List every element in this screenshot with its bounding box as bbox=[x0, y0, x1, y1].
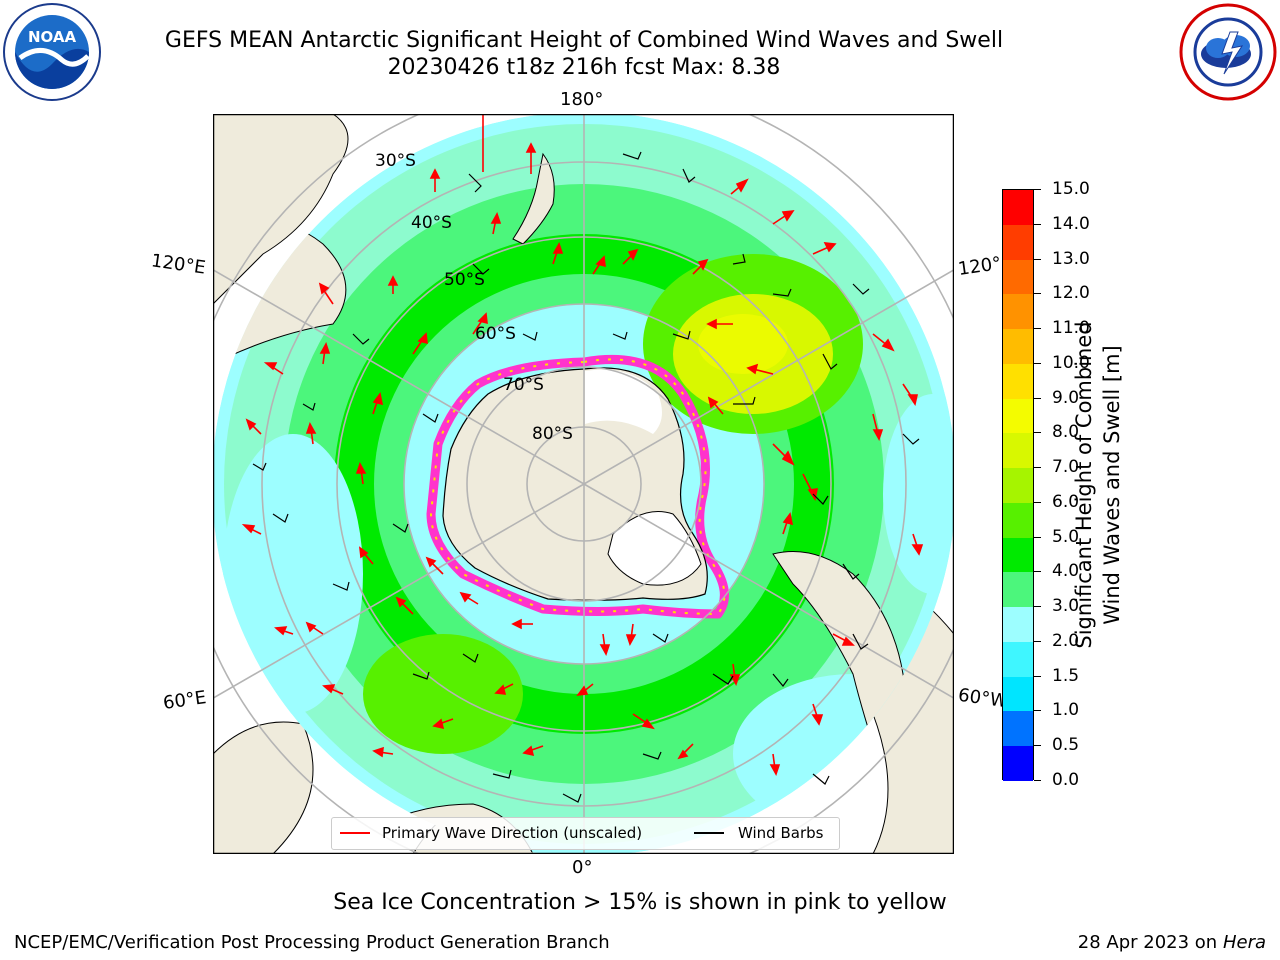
colorbar-tick-label: 13.0 bbox=[1052, 248, 1090, 269]
map-canvas bbox=[212, 113, 955, 855]
nws-logo bbox=[1178, 2, 1278, 102]
colorbar-tick-label: 7.0 bbox=[1052, 457, 1080, 478]
map-title: GEFS MEAN Antarctic Significant Height o… bbox=[164, 28, 1004, 53]
colorbar-tick-mark bbox=[1034, 536, 1041, 538]
colorbar-tick-mark bbox=[1034, 745, 1041, 747]
colorbar-tick-mark bbox=[1034, 328, 1041, 330]
wind-barbs-legend-label: Wind Barbs bbox=[738, 824, 824, 842]
colorbar-tick-label: 0.5 bbox=[1052, 735, 1080, 756]
noaa-logo: NOAA bbox=[2, 2, 102, 102]
colorbar-tick-label: 15.0 bbox=[1052, 179, 1090, 199]
colorbar-tick-label: 14.0 bbox=[1052, 213, 1090, 234]
svg-text:NOAA: NOAA bbox=[28, 28, 77, 46]
lat-label-40s: 40°S bbox=[411, 213, 452, 233]
colorbar-tick-label: 4.0 bbox=[1052, 561, 1080, 582]
wind-barbs bbox=[252, 151, 920, 803]
footer-date-text: 28 Apr 2023 on bbox=[1077, 932, 1223, 953]
lat-label-80s: 80°S bbox=[532, 424, 573, 444]
colorbar-tick-mark bbox=[1034, 258, 1041, 260]
colorbar-segment bbox=[1003, 259, 1033, 295]
colorbar-tick-label: 9.0 bbox=[1052, 387, 1080, 408]
footer-date: 28 Apr 2023 on Hera bbox=[1078, 932, 1266, 953]
colorbar-tick-label: 2.0 bbox=[1052, 630, 1080, 651]
lat-label-50s: 50°S bbox=[444, 270, 485, 290]
colorbar-segment bbox=[1003, 398, 1033, 434]
colorbar-tick-mark bbox=[1034, 675, 1041, 677]
lon-label-0: 0° bbox=[572, 857, 593, 878]
wave-direction-legend-swatch bbox=[340, 832, 370, 834]
wave-arrows bbox=[241, 114, 924, 776]
colorbar-tick-mark bbox=[1034, 710, 1041, 712]
colorbar-tick-mark bbox=[1034, 780, 1041, 781]
colorbar-tick-label: 0.0 bbox=[1052, 770, 1080, 790]
colorbar-label: Significant Height of Combined Wind Wave… bbox=[1070, 185, 1130, 785]
colorbar-segment bbox=[1003, 641, 1033, 677]
lat-label-30s: 30°S bbox=[375, 151, 416, 171]
colorbar-segment bbox=[1003, 329, 1033, 364]
map-legend: Primary Wave Direction (unscaled) Wind B… bbox=[331, 817, 840, 850]
colorbar bbox=[1002, 189, 1034, 781]
colorbar-tick-label: 1.5 bbox=[1052, 665, 1080, 686]
colorbar-tick-mark bbox=[1034, 640, 1041, 642]
colorbar-tick-label: 12.0 bbox=[1052, 283, 1090, 304]
colorbar-tick-mark bbox=[1034, 223, 1041, 225]
colorbar-segment bbox=[1003, 294, 1033, 330]
colorbar-tick-label: 5.0 bbox=[1052, 526, 1080, 547]
colorbar-tick-mark bbox=[1034, 397, 1041, 399]
colorbar-tick-mark bbox=[1034, 432, 1041, 434]
colorbar-segment bbox=[1003, 572, 1033, 608]
colorbar-tick-mark bbox=[1034, 606, 1041, 608]
colorbar-tick-mark bbox=[1034, 362, 1041, 364]
colorbar-tick-label: 8.0 bbox=[1052, 422, 1080, 443]
footer-branch: NCEP/EMC/Verification Post Processing Pr… bbox=[14, 932, 610, 953]
sea-ice-caption: Sea Ice Concentration > 15% is shown in … bbox=[333, 890, 947, 915]
colorbar-segment bbox=[1003, 190, 1033, 225]
colorbar-segment bbox=[1003, 468, 1033, 503]
colorbar-tick-label: 6.0 bbox=[1052, 491, 1080, 512]
colorbar-segment bbox=[1003, 224, 1033, 260]
wave-direction-legend-label: Primary Wave Direction (unscaled) bbox=[382, 824, 643, 842]
colorbar-tick-mark bbox=[1034, 571, 1041, 573]
colorbar-segment bbox=[1003, 676, 1033, 712]
colorbar-segment bbox=[1003, 433, 1033, 469]
graticule bbox=[213, 114, 954, 854]
lon-label-120w: 120° bbox=[956, 253, 1003, 280]
colorbar-segment bbox=[1003, 502, 1033, 538]
colorbar-tick-label: 1.0 bbox=[1052, 700, 1080, 721]
colorbar-segment bbox=[1003, 746, 1033, 781]
colorbar-tick-label: 10.0 bbox=[1052, 352, 1090, 373]
colorbar-tick-mark bbox=[1034, 189, 1041, 190]
wind-barbs-legend-swatch bbox=[694, 832, 724, 834]
colorbar-segment bbox=[1003, 363, 1033, 399]
colorbar-label-line1: Significant Height of Combined bbox=[1072, 321, 1096, 649]
lat-label-60s: 60°S bbox=[475, 324, 516, 344]
map-panel: 30°S 40°S 50°S 60°S 70°S 80°S Primary Wa… bbox=[212, 113, 955, 855]
lon-label-120e: 120°E bbox=[149, 250, 207, 279]
colorbar-segment bbox=[1003, 711, 1033, 747]
colorbar-tick-mark bbox=[1034, 293, 1041, 295]
lon-label-60e: 60°E bbox=[161, 687, 208, 714]
colorbar-segment bbox=[1003, 537, 1033, 573]
colorbar-tick-label: 3.0 bbox=[1052, 596, 1080, 617]
lat-label-70s: 70°S bbox=[503, 375, 544, 395]
colorbar-tick-mark bbox=[1034, 501, 1041, 503]
colorbar-tick-mark bbox=[1034, 467, 1041, 469]
colorbar-tick-label: 11.0 bbox=[1052, 318, 1090, 339]
colorbar-segment bbox=[1003, 607, 1033, 642]
lon-label-180: 180° bbox=[560, 89, 604, 110]
footer-host: Hera bbox=[1222, 932, 1266, 953]
colorbar-label-line2: Wind Waves and Swell [m] bbox=[1100, 345, 1124, 625]
map-subtitle: 20230426 t18z 216h fcst Max: 8.38 bbox=[387, 55, 781, 80]
